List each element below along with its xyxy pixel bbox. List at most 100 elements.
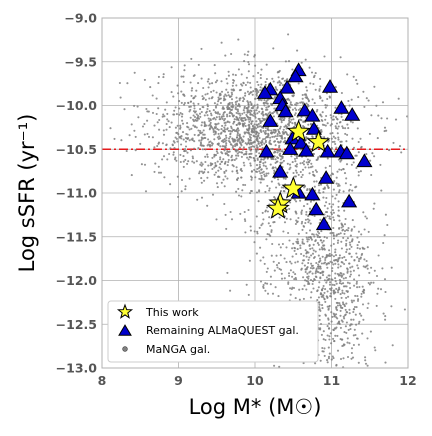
manga-point (154, 162, 157, 165)
manga-point (207, 164, 210, 167)
manga-point (295, 163, 299, 166)
manga-point (213, 133, 216, 136)
manga-point (350, 347, 354, 350)
manga-point (348, 312, 351, 315)
manga-point (224, 175, 227, 178)
manga-point (248, 93, 251, 96)
manga-point (386, 117, 389, 120)
manga-point (263, 262, 266, 265)
manga-point (329, 292, 332, 295)
manga-point (346, 341, 349, 344)
manga-point (217, 98, 220, 101)
manga-point (278, 80, 281, 83)
manga-point (343, 262, 346, 266)
manga-point (244, 83, 247, 87)
almaquest-triangle (318, 170, 335, 184)
manga-point (348, 342, 351, 345)
legend-label-this-work: This work (145, 306, 199, 319)
manga-point (331, 315, 334, 318)
manga-point (258, 152, 261, 155)
manga-point (157, 165, 160, 168)
manga-point (200, 177, 203, 180)
manga-point (359, 137, 362, 140)
manga-point (189, 100, 193, 103)
manga-point (219, 97, 222, 100)
manga-point (184, 188, 187, 191)
manga-point (251, 130, 254, 133)
manga-point (359, 170, 362, 173)
manga-point (184, 185, 187, 188)
manga-point (301, 288, 304, 291)
manga-point (328, 249, 331, 252)
manga-point (300, 222, 303, 225)
manga-point (339, 280, 342, 283)
manga-point (349, 266, 352, 269)
manga-point (319, 267, 322, 270)
manga-point (222, 107, 225, 110)
manga-point (213, 64, 216, 67)
manga-point (178, 107, 181, 110)
manga-point (271, 157, 274, 160)
manga-point (222, 111, 225, 114)
manga-point (249, 156, 253, 159)
manga-point (332, 211, 335, 214)
manga-point (232, 128, 236, 131)
manga-point (390, 266, 393, 269)
manga-point (345, 248, 348, 251)
manga-point (265, 106, 268, 109)
manga-point (162, 113, 165, 116)
manga-point (250, 122, 253, 125)
manga-point (200, 47, 203, 50)
manga-point (239, 114, 242, 117)
manga-point (363, 258, 366, 261)
manga-point (295, 200, 298, 203)
manga-point (207, 78, 210, 81)
manga-point (333, 259, 336, 262)
manga-point (203, 121, 206, 124)
manga-point (338, 219, 341, 222)
manga-point (266, 233, 269, 236)
manga-point (356, 295, 359, 298)
manga-point (281, 84, 284, 87)
manga-point (335, 287, 338, 290)
manga-point (214, 122, 217, 126)
manga-point (381, 267, 384, 270)
manga-point (325, 262, 329, 265)
manga-point (311, 247, 314, 250)
manga-point (295, 157, 298, 160)
manga-point (220, 151, 223, 154)
manga-point (270, 180, 273, 183)
manga-point (342, 273, 345, 276)
manga-point (275, 160, 278, 163)
manga-point (239, 136, 242, 139)
manga-point (165, 122, 168, 126)
manga-point (225, 77, 228, 80)
manga-point (208, 97, 211, 100)
manga-point (128, 134, 131, 137)
manga-point (293, 198, 296, 201)
manga-point (208, 110, 211, 113)
manga-point (162, 73, 165, 76)
manga-point (301, 168, 305, 171)
manga-point (346, 237, 349, 240)
manga-point (262, 129, 265, 133)
manga-point (276, 151, 279, 154)
manga-point (170, 121, 173, 124)
manga-point (249, 148, 252, 151)
manga-point (332, 203, 335, 206)
manga-point (333, 150, 336, 153)
manga-point (197, 63, 200, 66)
manga-point (184, 140, 188, 143)
manga-point (171, 143, 174, 146)
manga-point (231, 84, 234, 87)
manga-point (373, 346, 376, 349)
manga-point (328, 274, 331, 277)
manga-point (214, 111, 217, 114)
manga-point (350, 318, 353, 321)
manga-point (373, 155, 376, 158)
manga-point (216, 111, 220, 114)
manga-point (218, 135, 221, 138)
manga-point (118, 81, 121, 85)
manga-point (291, 68, 294, 71)
manga-point (270, 229, 273, 232)
